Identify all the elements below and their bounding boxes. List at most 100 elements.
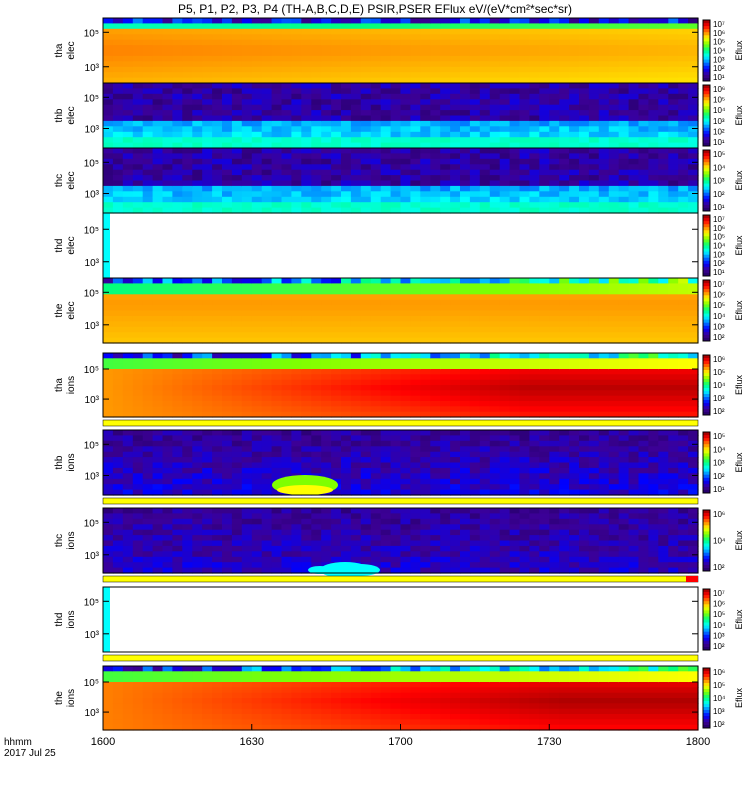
heatmap-cell xyxy=(311,401,322,407)
heatmap-cell xyxy=(400,369,411,375)
heatmap-cell xyxy=(132,305,144,312)
heatmap-cell xyxy=(469,484,481,491)
heatmap-cell xyxy=(112,83,124,89)
heatmap-cell xyxy=(519,180,530,187)
heatmap-cell xyxy=(410,535,421,542)
heatmap-cell xyxy=(142,489,154,496)
heatmap-cell xyxy=(112,411,124,418)
heatmap-cell xyxy=(628,332,640,339)
colorbar-segment xyxy=(703,183,710,188)
heatmap-cell xyxy=(400,457,411,464)
heatmap-cell xyxy=(231,473,243,480)
heatmap-cell xyxy=(152,518,164,525)
heatmap-cell xyxy=(142,185,154,192)
heatmap-cell xyxy=(261,353,273,359)
heatmap-cell xyxy=(311,535,322,542)
heatmap-cell xyxy=(608,353,620,359)
heatmap-cell xyxy=(519,99,530,106)
heatmap-cell xyxy=(608,288,620,295)
heatmap-cell xyxy=(350,379,362,386)
heatmap-cell xyxy=(241,142,253,149)
heatmap-cell xyxy=(410,353,421,359)
heatmap-cell xyxy=(638,353,649,359)
heatmap-cell xyxy=(103,435,114,442)
heatmap-cell xyxy=(598,164,610,171)
heatmap-cell xyxy=(559,50,570,57)
heatmap-cell xyxy=(440,401,451,407)
heatmap-cell xyxy=(182,207,193,214)
heatmap-cell xyxy=(222,451,233,458)
heatmap-cell xyxy=(539,401,550,407)
heatmap-cell xyxy=(202,310,213,317)
heatmap-cell xyxy=(688,374,699,381)
heatmap-cell xyxy=(281,529,292,536)
heatmap-cell xyxy=(231,332,243,339)
heatmap-cell xyxy=(668,411,679,418)
heatmap-cell xyxy=(142,551,154,558)
heatmap-cell xyxy=(291,104,302,111)
heatmap-cell xyxy=(132,142,144,149)
heatmap-cell xyxy=(440,99,451,106)
heatmap-cell xyxy=(519,326,530,333)
heatmap-cell xyxy=(202,169,213,176)
heatmap-cell xyxy=(469,77,481,84)
heatmap-cell xyxy=(192,185,203,192)
heatmap-cell xyxy=(192,66,203,73)
heatmap-cell xyxy=(261,478,273,485)
heatmap-cell xyxy=(222,115,233,122)
heatmap-cell xyxy=(469,390,481,397)
heatmap-cell xyxy=(202,508,213,514)
heatmap-cell xyxy=(212,158,223,165)
heatmap-cell xyxy=(380,390,392,397)
heatmap-cell xyxy=(212,299,223,306)
heatmap-cell xyxy=(202,545,213,552)
heatmap-cell xyxy=(112,321,124,328)
heatmap-cell xyxy=(162,34,173,41)
heatmap-cell xyxy=(410,369,421,375)
heatmap-cell xyxy=(440,462,451,469)
colorbar-segment xyxy=(703,201,710,206)
heatmap-cell xyxy=(132,535,144,542)
heatmap-cell xyxy=(479,358,491,365)
heatmap-cell xyxy=(172,435,183,442)
heatmap-cell xyxy=(271,321,283,328)
heatmap-cell xyxy=(390,524,402,531)
heatmap-cell xyxy=(390,446,402,453)
heatmap-cell xyxy=(539,363,550,370)
heatmap-cell xyxy=(341,513,352,520)
heatmap-cell xyxy=(529,451,540,458)
heatmap-cell xyxy=(222,358,233,365)
heatmap-cell xyxy=(469,288,481,295)
heatmap-cell xyxy=(688,278,699,284)
heatmap-cell xyxy=(519,148,530,154)
heatmap-cell xyxy=(162,524,173,531)
heatmap-cell xyxy=(251,430,263,436)
heatmap-cell xyxy=(588,478,600,485)
heatmap-cell xyxy=(341,369,352,375)
heatmap-cell xyxy=(569,120,580,127)
heatmap-cell xyxy=(291,540,302,547)
heatmap-cell xyxy=(579,153,590,160)
heatmap-cell xyxy=(380,379,392,386)
heatmap-cell xyxy=(311,332,322,339)
heatmap-cell xyxy=(291,202,302,209)
heatmap-cell xyxy=(152,390,164,397)
heatmap-cell xyxy=(499,153,511,160)
heatmap-cell xyxy=(112,180,124,187)
colorbar-segment xyxy=(703,432,710,436)
heatmap-cell xyxy=(112,358,124,365)
heatmap-cell xyxy=(132,191,144,198)
heatmap-cell xyxy=(192,379,203,386)
heatmap-cell xyxy=(529,411,540,418)
heatmap-cell xyxy=(321,379,332,386)
heatmap-cell xyxy=(460,158,471,165)
heatmap-cell xyxy=(579,369,590,375)
heatmap-cell xyxy=(390,191,402,198)
heatmap-cell xyxy=(678,489,689,496)
heatmap-cell xyxy=(291,158,302,165)
heatmap-cell xyxy=(241,288,253,295)
heatmap-cell xyxy=(152,385,164,391)
heatmap-cell xyxy=(638,430,649,436)
heatmap-cell xyxy=(598,467,610,474)
heatmap-cell xyxy=(261,99,273,106)
